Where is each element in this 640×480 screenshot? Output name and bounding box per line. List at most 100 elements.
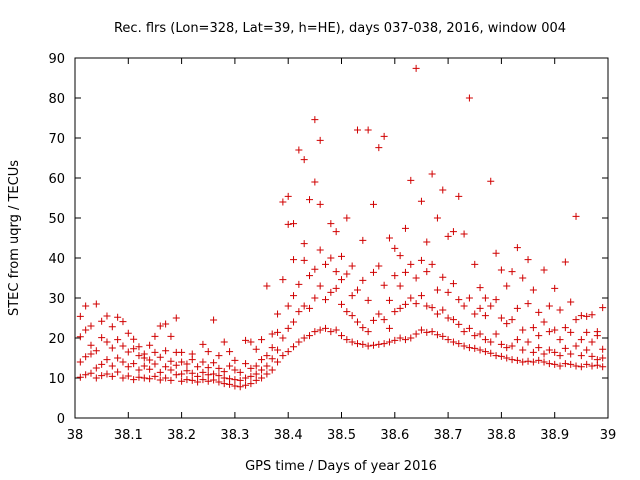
data-point: [460, 342, 468, 350]
data-point: [513, 244, 521, 252]
x-axis-label: GPS time / Days of year 2016: [245, 459, 437, 474]
data-point: [87, 322, 95, 330]
data-point: [252, 362, 260, 370]
data-point: [476, 304, 484, 312]
data-point: [167, 366, 175, 374]
data-point: [124, 348, 132, 356]
data-point: [375, 310, 383, 318]
data-point: [444, 314, 452, 322]
data-point: [497, 352, 505, 360]
data-point: [290, 292, 298, 300]
data-point: [401, 336, 409, 344]
data-point: [551, 326, 559, 334]
data-point: [188, 369, 196, 377]
data-point: [577, 336, 585, 344]
x-tick-label: 38.6: [380, 428, 409, 443]
data-point: [481, 294, 489, 302]
data-point: [87, 350, 95, 358]
data-point: [332, 268, 340, 276]
data-point: [119, 342, 127, 350]
data-point: [449, 316, 457, 324]
data-point: [460, 302, 468, 310]
data-point: [588, 352, 596, 360]
data-point: [220, 338, 228, 346]
data-point: [471, 260, 479, 268]
data-point: [338, 332, 345, 340]
data-point: [316, 246, 324, 254]
data-point: [274, 358, 282, 366]
data-point: [396, 334, 404, 342]
data-point: [572, 212, 580, 220]
data-point: [183, 360, 191, 368]
data-point: [396, 252, 404, 260]
data-point: [380, 281, 388, 289]
data-point: [359, 276, 367, 284]
data-point: [178, 370, 186, 378]
data-point: [306, 272, 314, 280]
data-point: [460, 230, 468, 238]
data-point: [567, 360, 575, 368]
y-tick-label: 90: [48, 52, 65, 67]
data-point: [551, 348, 559, 356]
data-point: [188, 350, 196, 358]
data-point: [194, 363, 202, 371]
data-point: [226, 375, 234, 383]
data-point: [183, 367, 191, 375]
data-point: [497, 266, 505, 274]
data-point: [417, 256, 425, 264]
data-point: [338, 300, 345, 308]
data-point: [167, 376, 175, 384]
data-point: [375, 144, 383, 152]
data-point: [465, 294, 473, 302]
data-point: [471, 332, 479, 340]
data-point: [162, 347, 170, 355]
data-point: [311, 116, 319, 124]
data-point: [385, 296, 393, 304]
data-point: [588, 311, 596, 319]
data-point: [167, 332, 175, 340]
data-point: [487, 338, 495, 346]
data-point: [300, 334, 308, 342]
data-point: [130, 376, 138, 384]
data-point: [210, 370, 218, 378]
data-point: [513, 336, 521, 344]
data-point: [545, 346, 553, 354]
data-point: [135, 352, 143, 360]
data-point: [599, 354, 607, 362]
data-point: [503, 354, 511, 362]
data-point: [247, 338, 255, 346]
data-point: [353, 340, 361, 348]
data-point: [391, 272, 399, 280]
x-tick-label: 38.3: [220, 428, 249, 443]
data-point: [210, 316, 218, 324]
data-point: [215, 364, 223, 372]
data-point: [338, 276, 345, 284]
data-point: [428, 328, 436, 336]
data-point: [540, 358, 548, 366]
data-point: [82, 353, 90, 361]
data-point: [311, 294, 319, 302]
data-point: [231, 376, 239, 384]
data-point: [146, 375, 154, 383]
data-point: [327, 254, 335, 262]
data-point: [417, 197, 425, 205]
data-point: [460, 328, 468, 336]
data-point: [508, 316, 516, 324]
data-point: [188, 376, 196, 384]
data-point: [114, 354, 122, 362]
data-point: [417, 292, 425, 300]
data-point: [572, 362, 580, 370]
data-point: [508, 342, 516, 350]
data-point: [593, 328, 601, 336]
x-tick-label: 38.4: [274, 428, 303, 443]
data-point: [130, 335, 138, 343]
chart-title: Rec. flrs (Lon=328, Lat=39, h=HE), days …: [114, 21, 566, 36]
data-point: [114, 336, 122, 344]
data-point: [290, 256, 298, 264]
data-point: [343, 270, 351, 278]
data-point: [364, 296, 372, 304]
data-point: [87, 341, 95, 349]
data-point: [455, 192, 463, 200]
data-point: [476, 330, 484, 338]
data-point: [92, 347, 100, 355]
